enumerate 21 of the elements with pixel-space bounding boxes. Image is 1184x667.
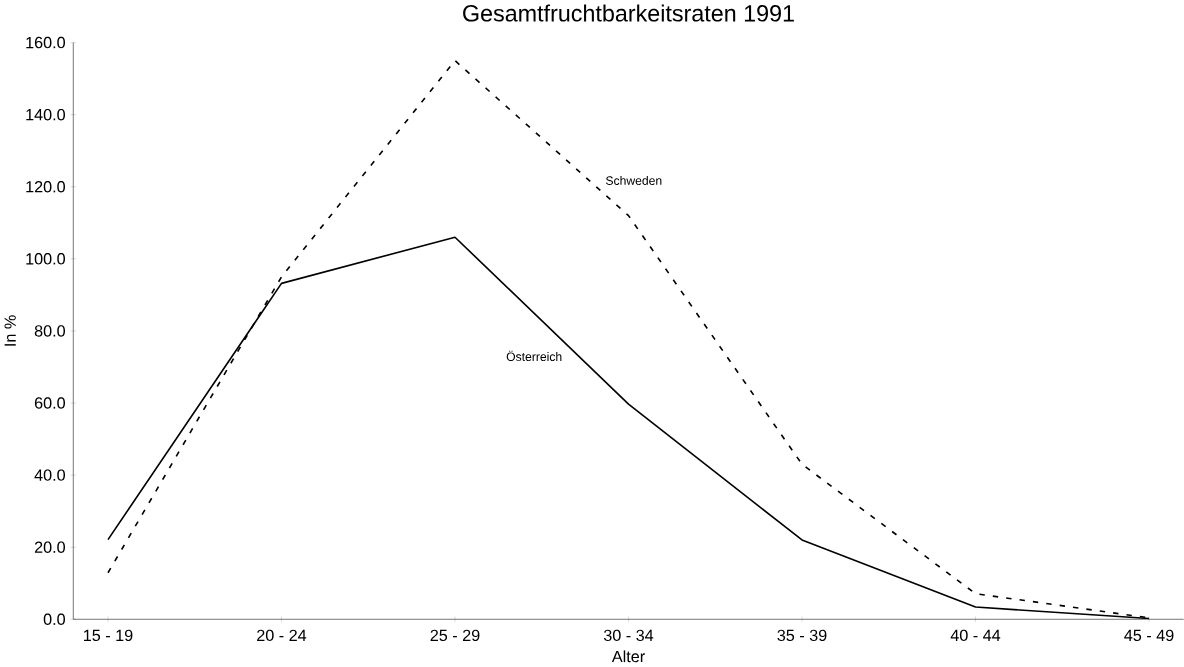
x-tick-label: 15 - 19	[84, 629, 133, 642]
x-tick-label: 40 - 44	[950, 629, 1001, 642]
y-tick-label: 100.0	[26, 253, 65, 265]
series-label: Österreich	[506, 350, 562, 362]
x-tick-label: 30 - 34	[603, 629, 654, 642]
y-tick-label: 160.0	[26, 36, 65, 49]
x-axis-title: Alter	[611, 650, 645, 663]
y-tick-label: 0.0	[43, 613, 66, 626]
y-tick-label: 140.0	[26, 109, 65, 121]
y-tick-label: 60.0	[34, 397, 66, 409]
series-label: Schweden	[605, 176, 662, 186]
y-tick-label: 120.0	[26, 181, 65, 193]
x-tick-label: 45 - 49	[1124, 629, 1174, 642]
x-tick-label: 25 - 29	[430, 629, 480, 642]
x-tick-label: 20 - 24	[257, 629, 307, 642]
y-axis-title: In %	[4, 315, 16, 346]
y-tick-label: 20.0	[34, 541, 66, 554]
y-tick-label: 80.0	[34, 325, 66, 337]
y-tick-label: 40.0	[34, 469, 66, 481]
chart-title: Gesamtfruchtbarkeitsraten 1991	[463, 4, 794, 22]
x-tick-label: 35 - 39	[777, 629, 827, 642]
